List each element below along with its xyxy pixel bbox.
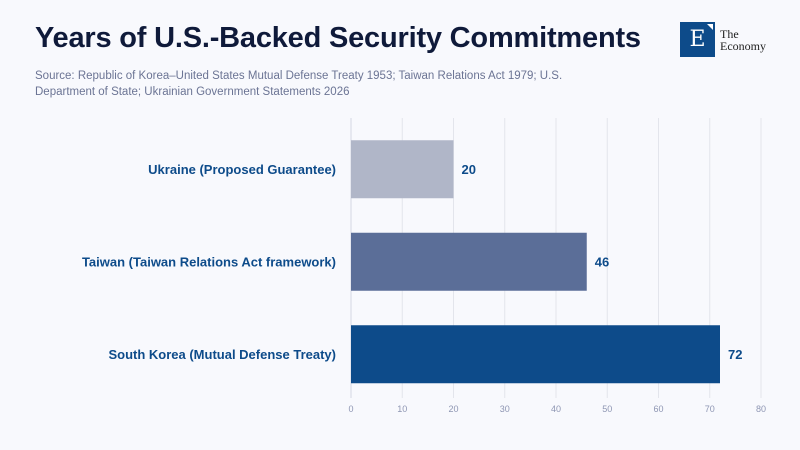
value-label: 20 bbox=[462, 162, 476, 177]
x-tick-label: 80 bbox=[756, 404, 766, 414]
the-economy-logo: E The Economy bbox=[680, 22, 766, 57]
x-tick-label: 30 bbox=[500, 404, 510, 414]
category-label: Ukraine (Proposed Guarantee) bbox=[148, 162, 336, 177]
x-tick-label: 10 bbox=[397, 404, 407, 414]
x-tick-label: 40 bbox=[551, 404, 561, 414]
x-tick-label: 60 bbox=[653, 404, 663, 414]
bar bbox=[351, 232, 587, 291]
bars bbox=[351, 140, 720, 384]
x-tick-label: 0 bbox=[348, 404, 353, 414]
x-tick-label: 50 bbox=[602, 404, 612, 414]
bar bbox=[351, 325, 720, 384]
logo-line-2: Economy bbox=[720, 38, 766, 53]
logo-notch bbox=[707, 24, 713, 30]
x-axis-ticks: 0 10 20 30 40 50 60 70 80 bbox=[348, 404, 766, 414]
x-tick-label: 20 bbox=[448, 404, 458, 414]
value-labels: 20 46 72 bbox=[462, 162, 743, 362]
source-note: Source: Republic of Korea–United States … bbox=[35, 70, 563, 98]
logo-line-1: The bbox=[720, 26, 739, 41]
category-labels: Ukraine (Proposed Guarantee) Taiwan (Taiw… bbox=[82, 162, 336, 362]
logo-letter: E bbox=[689, 27, 706, 52]
logo-mark-icon: E bbox=[680, 22, 715, 57]
category-label: Taiwan (Taiwan Relations Act framework) bbox=[82, 254, 336, 269]
bar bbox=[351, 140, 454, 199]
value-label: 72 bbox=[728, 347, 742, 362]
category-label: South Korea (Mutual Defense Treaty) bbox=[108, 347, 336, 362]
logo-wordmark: The Economy bbox=[720, 28, 766, 52]
chart-title: Years of U.S.-Backed Security Commitment… bbox=[35, 22, 641, 54]
x-tick-label: 70 bbox=[705, 404, 715, 414]
value-label: 46 bbox=[595, 254, 609, 269]
